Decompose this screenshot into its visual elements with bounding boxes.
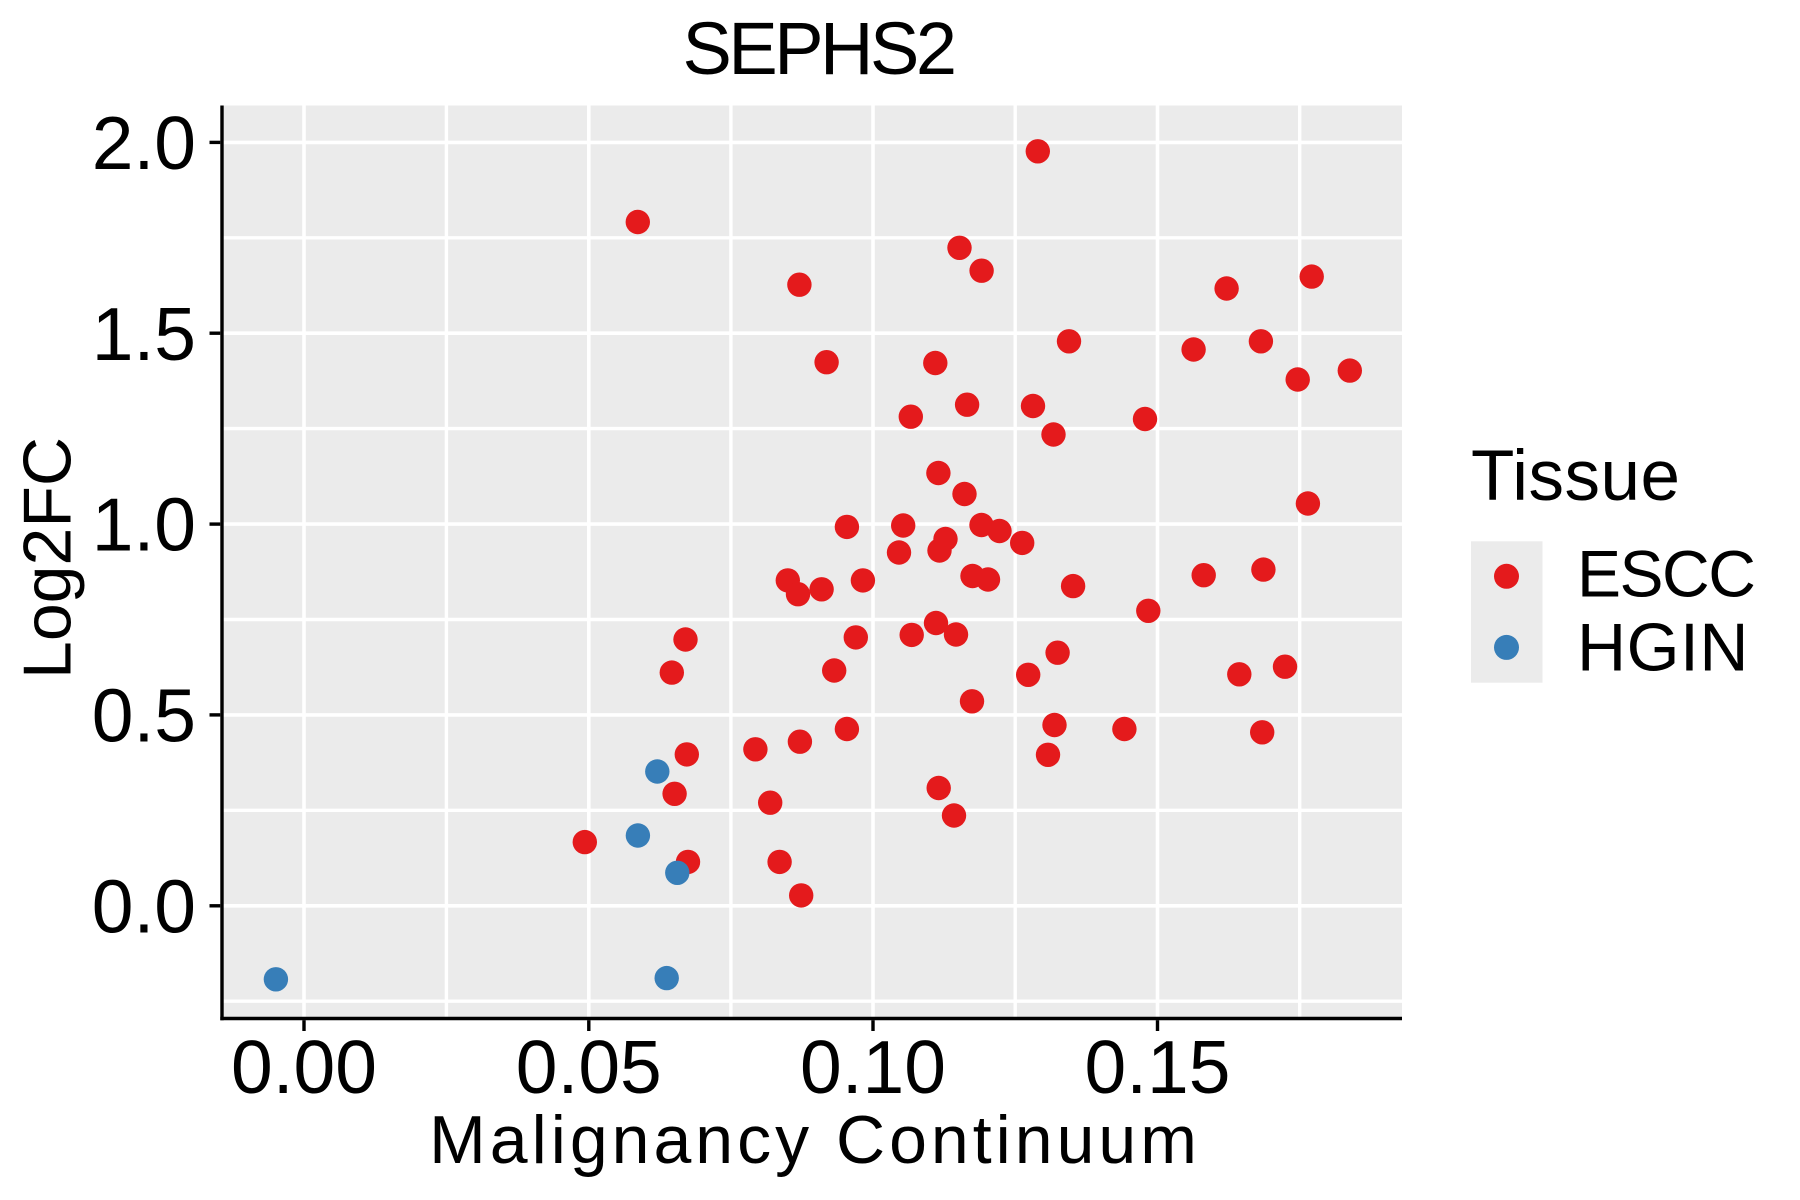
svg-text:ESCC: ESCC — [1577, 537, 1754, 611]
svg-text:HGIN: HGIN — [1577, 610, 1749, 686]
svg-text:0.05: 0.05 — [516, 1025, 662, 1109]
svg-text:Malignancy Continuum: Malignancy Continuum — [429, 1102, 1201, 1178]
svg-text:2.0: 2.0 — [92, 101, 196, 185]
svg-text:SEPHS2: SEPHS2 — [682, 7, 953, 90]
svg-text:1.0: 1.0 — [92, 483, 196, 567]
svg-text:0.00: 0.00 — [231, 1025, 377, 1109]
svg-text:Tissue: Tissue — [1471, 437, 1680, 516]
svg-text:0.5: 0.5 — [92, 674, 196, 758]
svg-text:1.5: 1.5 — [92, 292, 196, 376]
svg-text:0.15: 0.15 — [1085, 1025, 1231, 1109]
svg-text:Log2FC: Log2FC — [10, 437, 86, 679]
svg-text:0.0: 0.0 — [92, 864, 196, 948]
svg-text:0.10: 0.10 — [800, 1025, 946, 1109]
